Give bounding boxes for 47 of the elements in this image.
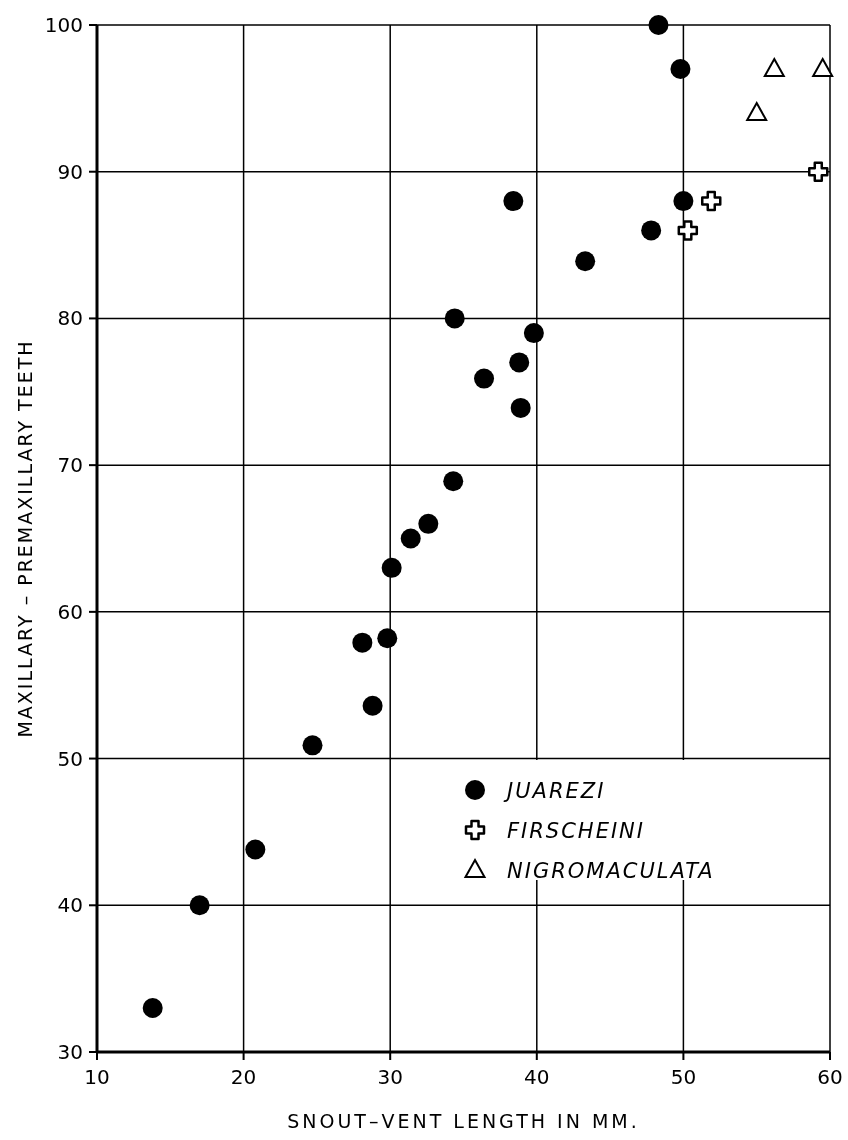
point: [142, 997, 163, 1018]
point: [523, 323, 544, 344]
legend-label: FIRSCHEINI: [507, 819, 646, 843]
point: [648, 15, 669, 35]
y-tick-label: 40: [57, 893, 83, 918]
point: [381, 557, 402, 578]
y-tick-label: 50: [57, 746, 83, 771]
point: [474, 368, 495, 389]
point: [443, 471, 464, 492]
point: [444, 308, 465, 329]
x-axis-title: SNOUT–VENT LENGTH IN MM.: [287, 1110, 640, 1132]
point: [400, 528, 421, 549]
x-tick-label: 10: [84, 1065, 110, 1089]
y-axis-title: MAXILLARY – PREMAXILLARY TEETH: [14, 339, 36, 738]
x-tick-label: 30: [377, 1065, 403, 1089]
point: [418, 513, 439, 534]
point: [575, 251, 596, 272]
x-tick-label: 60: [817, 1065, 843, 1089]
point: [673, 191, 694, 212]
point: [510, 397, 531, 418]
x-tick-label: 20: [230, 1065, 257, 1089]
point: [641, 220, 662, 241]
legend-label: NIGROMACULATA: [507, 859, 715, 883]
x-tick-label: 50: [670, 1065, 697, 1089]
point: [362, 695, 383, 716]
legend-label: JUAREZI: [503, 779, 606, 803]
y-tick-label: 90: [57, 159, 83, 184]
point: [746, 102, 768, 122]
point: [377, 628, 398, 649]
point: [503, 191, 524, 212]
point: [812, 58, 834, 78]
y-tick-label: 70: [57, 453, 83, 478]
point: [677, 220, 699, 241]
point: [302, 735, 323, 756]
point: [352, 632, 373, 653]
point: [808, 161, 829, 182]
y-tick-label: 30: [57, 1040, 83, 1064]
y-tick-label: 100: [44, 13, 83, 37]
y-tick-label: 60: [57, 599, 83, 624]
y-tick-label: 80: [57, 306, 83, 331]
x-tick-label: 40: [524, 1065, 550, 1089]
point: [701, 190, 722, 212]
point: [670, 59, 691, 80]
point: [763, 58, 785, 78]
point: [509, 352, 530, 373]
point: [245, 839, 266, 860]
point: [189, 895, 210, 916]
